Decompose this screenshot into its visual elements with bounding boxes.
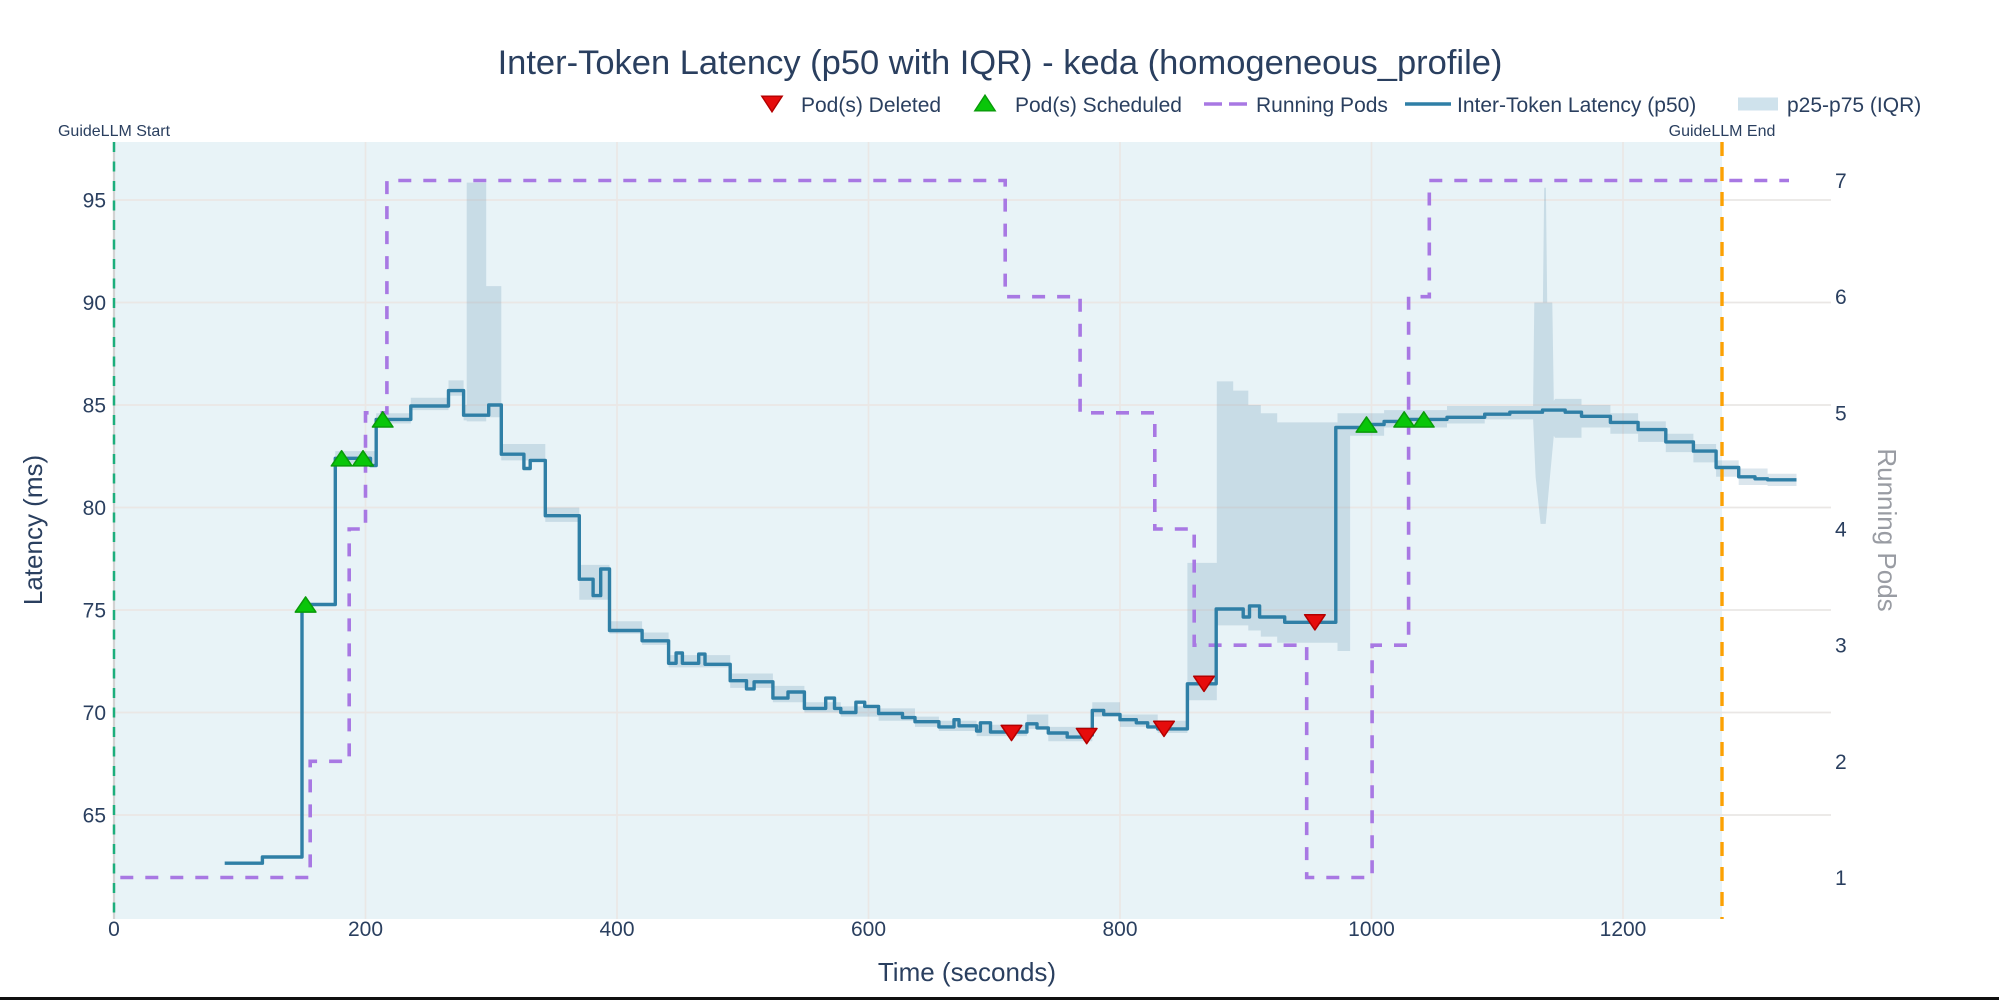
svg-text:85: 85 — [83, 395, 106, 418]
svg-text:Inter-Token Latency (p50): Inter-Token Latency (p50) — [1457, 94, 1696, 117]
svg-text:1000: 1000 — [1348, 918, 1395, 941]
svg-text:7: 7 — [1835, 170, 1847, 193]
svg-text:Inter-Token Latency (p50 with: Inter-Token Latency (p50 with IQR) - ked… — [498, 44, 1503, 82]
svg-text:600: 600 — [851, 918, 886, 941]
svg-text:Pod(s) Deleted: Pod(s) Deleted — [801, 94, 941, 117]
svg-text:GuideLLM End: GuideLLM End — [1669, 123, 1776, 140]
svg-text:GuideLLM Start: GuideLLM Start — [58, 123, 171, 140]
svg-text:Time (seconds): Time (seconds) — [878, 957, 1056, 987]
svg-text:5: 5 — [1835, 402, 1847, 425]
svg-text:3: 3 — [1835, 635, 1847, 658]
svg-text:200: 200 — [348, 918, 383, 941]
svg-text:70: 70 — [83, 702, 106, 725]
svg-text:6: 6 — [1835, 286, 1847, 309]
svg-text:Running Pods: Running Pods — [1256, 94, 1388, 117]
svg-text:p25-p75 (IQR): p25-p75 (IQR) — [1787, 94, 1921, 117]
svg-text:0: 0 — [108, 918, 120, 941]
svg-text:65: 65 — [83, 805, 106, 828]
svg-text:Pod(s) Scheduled: Pod(s) Scheduled — [1015, 94, 1182, 117]
svg-text:4: 4 — [1835, 519, 1847, 542]
svg-text:1: 1 — [1835, 867, 1847, 890]
svg-text:Latency (ms): Latency (ms) — [18, 455, 48, 605]
svg-text:75: 75 — [83, 600, 106, 623]
svg-text:2: 2 — [1835, 751, 1847, 774]
svg-text:90: 90 — [83, 292, 106, 315]
svg-text:95: 95 — [83, 190, 106, 213]
svg-text:1200: 1200 — [1600, 918, 1647, 941]
svg-text:800: 800 — [1102, 918, 1137, 941]
svg-text:400: 400 — [599, 918, 634, 941]
svg-text:Running Pods: Running Pods — [1872, 448, 1902, 611]
svg-text:80: 80 — [83, 497, 106, 520]
